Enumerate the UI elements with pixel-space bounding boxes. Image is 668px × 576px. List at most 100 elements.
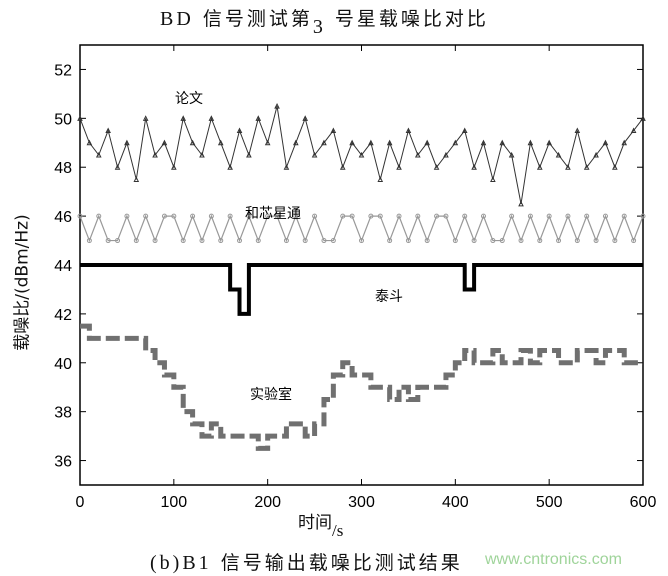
watermark: www.cntronics.com bbox=[485, 551, 622, 568]
data-point bbox=[265, 213, 271, 219]
title-part: BD bbox=[160, 8, 194, 30]
data-point bbox=[274, 213, 280, 219]
data-point bbox=[490, 176, 496, 182]
data-point bbox=[527, 139, 534, 146]
data-point bbox=[124, 139, 130, 146]
data-point bbox=[499, 139, 506, 146]
series-annotation: 论文 bbox=[175, 91, 203, 107]
series-annotation: 和芯星通 bbox=[245, 206, 301, 222]
data-point bbox=[574, 238, 580, 244]
y-tick-label: 38 bbox=[54, 405, 72, 422]
figure-caption: (b)B1 信号输出载噪比测试结果 bbox=[150, 548, 463, 575]
y-tick-label: 40 bbox=[54, 356, 72, 373]
data-point bbox=[536, 164, 543, 170]
data-point bbox=[386, 139, 393, 146]
data-point bbox=[433, 164, 440, 170]
series-line-3 bbox=[80, 263, 643, 316]
series-line-2 bbox=[79, 214, 644, 243]
data-point bbox=[640, 115, 646, 121]
data-point bbox=[527, 213, 533, 219]
data-point bbox=[396, 213, 402, 219]
title-part: 信号测试第 bbox=[202, 8, 313, 30]
data-point bbox=[312, 213, 318, 219]
data-point bbox=[124, 213, 130, 219]
data-point bbox=[302, 115, 309, 121]
series-line-1 bbox=[79, 105, 644, 204]
x-tick-label: 500 bbox=[536, 494, 563, 511]
x-label-part: 时间 bbox=[298, 513, 332, 533]
data-point bbox=[152, 151, 158, 158]
data-point bbox=[321, 238, 327, 244]
data-point bbox=[199, 151, 205, 158]
data-point bbox=[133, 238, 139, 244]
data-point bbox=[293, 213, 299, 219]
y-tick-label: 42 bbox=[54, 307, 72, 324]
data-point bbox=[161, 213, 167, 219]
data-point bbox=[612, 238, 618, 244]
data-point bbox=[274, 102, 280, 109]
data-point bbox=[227, 164, 233, 170]
data-point bbox=[171, 164, 177, 170]
x-axis-label: 时间/s bbox=[298, 508, 343, 540]
y-tick-label: 48 bbox=[54, 160, 72, 177]
chart-title: BD 信号测试第3 号星载噪比对比 bbox=[160, 4, 489, 38]
data-point bbox=[237, 238, 243, 244]
data-point bbox=[387, 238, 393, 244]
data-point bbox=[321, 139, 327, 146]
x-tick-label: 200 bbox=[254, 494, 281, 511]
data-point bbox=[330, 127, 337, 134]
data-point bbox=[180, 115, 187, 121]
data-point bbox=[208, 213, 214, 219]
data-point bbox=[593, 151, 599, 158]
data-point bbox=[546, 213, 552, 219]
data-point bbox=[302, 238, 308, 244]
data-point bbox=[161, 139, 168, 146]
data-point bbox=[480, 213, 486, 219]
data-point bbox=[518, 200, 524, 207]
data-point bbox=[171, 213, 177, 219]
data-point bbox=[218, 238, 224, 244]
data-point bbox=[189, 139, 196, 146]
data-point bbox=[565, 213, 571, 219]
data-point bbox=[583, 164, 590, 170]
data-point bbox=[227, 213, 233, 219]
data-point bbox=[236, 127, 243, 134]
caption-part: 信号输出载噪比测试结果 bbox=[220, 552, 463, 574]
data-point bbox=[255, 115, 262, 121]
data-point bbox=[283, 238, 289, 244]
data-point bbox=[424, 238, 430, 244]
data-point bbox=[358, 151, 365, 158]
data-point bbox=[640, 213, 646, 219]
y-tick-label: 50 bbox=[54, 111, 72, 128]
data-point bbox=[349, 213, 355, 219]
data-point bbox=[452, 139, 459, 146]
data-point bbox=[377, 213, 383, 219]
data-point bbox=[602, 213, 608, 219]
data-point bbox=[340, 213, 346, 219]
y-tick-label: 36 bbox=[54, 454, 72, 471]
data-point bbox=[199, 238, 205, 244]
data-point bbox=[77, 213, 83, 219]
data-point bbox=[246, 213, 252, 219]
data-point bbox=[311, 151, 318, 158]
data-point bbox=[584, 213, 590, 219]
data-point bbox=[630, 127, 637, 134]
data-point bbox=[105, 127, 111, 134]
data-point bbox=[339, 164, 346, 170]
data-point bbox=[349, 139, 355, 146]
data-point bbox=[462, 213, 468, 219]
data-point bbox=[264, 139, 271, 146]
data-point bbox=[115, 238, 121, 244]
y-tick-label: 46 bbox=[54, 209, 72, 226]
data-point bbox=[490, 238, 496, 244]
data-point bbox=[424, 139, 430, 146]
data-point bbox=[574, 127, 581, 134]
data-point bbox=[405, 127, 412, 134]
data-point bbox=[593, 238, 599, 244]
series-line-4 bbox=[80, 323, 643, 451]
data-point bbox=[621, 213, 627, 219]
data-point bbox=[377, 176, 384, 182]
data-point bbox=[143, 213, 149, 219]
data-point bbox=[509, 213, 515, 219]
